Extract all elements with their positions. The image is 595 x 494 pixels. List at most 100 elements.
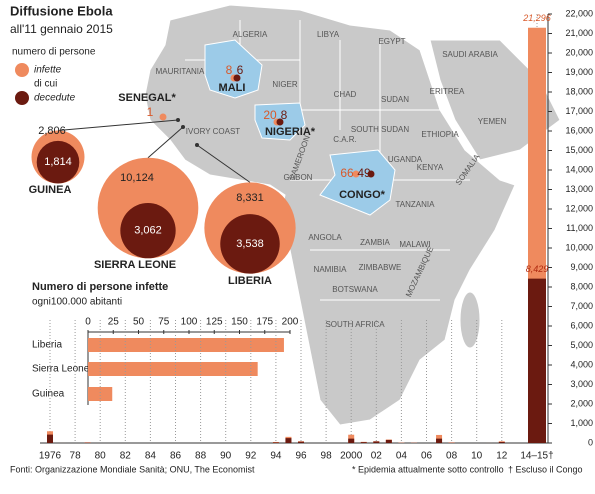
chart-title: Numero di persone infette — [32, 281, 168, 293]
x-tick-label: 150 — [231, 317, 248, 328]
legend-infected: infette — [34, 65, 62, 76]
country-label: SUDAN — [381, 95, 409, 104]
x-tick-label: 12 — [496, 451, 508, 462]
y-tick-label: 3,000 — [570, 379, 593, 389]
country-label: ZAMBIA — [360, 238, 390, 247]
bar — [448, 442, 455, 443]
title: Diffusione Ebola — [10, 3, 113, 18]
infected-dot — [352, 170, 360, 178]
deaths-label: 1,814 — [44, 156, 72, 168]
infected-label: 66 — [340, 166, 354, 180]
y-tick-label: 8,000 — [570, 281, 593, 291]
y-tick-label: 13,000 — [565, 184, 593, 194]
deaths-label: 3,062 — [134, 225, 162, 237]
deaths-label: 6 — [237, 63, 244, 77]
country-label: ETHIOPIA — [421, 130, 459, 139]
y-tick-label: 14,000 — [565, 164, 593, 174]
footnote: * Epidemia attualmente sotto controllo — [352, 464, 504, 474]
x-tick-label: 75 — [158, 317, 170, 328]
country-label: NIGER — [272, 80, 298, 89]
country-label: NAMIBIA — [314, 265, 348, 274]
country-label: EGYPT — [378, 37, 405, 46]
x-tick-label: 96 — [295, 451, 307, 462]
country-label: SOUTH SUDAN — [351, 125, 409, 134]
bar — [47, 434, 53, 443]
y-tick-label: 21,000 — [565, 28, 593, 38]
country-label: BOTSWANA — [332, 285, 378, 294]
x-tick-label: 100 — [181, 317, 198, 328]
x-tick-label: 78 — [70, 451, 82, 462]
y-tick-label: 16,000 — [565, 125, 593, 135]
x-tick-label: 04 — [396, 451, 408, 462]
source: Fonti: Organizzazione Mondiale Sanità; O… — [10, 464, 255, 474]
legend-deaths: decedute — [34, 93, 76, 104]
legend-deaths-swatch — [15, 91, 29, 105]
x-tick-label: 2000 — [340, 451, 363, 462]
country-label: MALAWI — [399, 240, 430, 249]
x-tick-label: 02 — [371, 451, 383, 462]
x-tick-label: 200 — [282, 317, 299, 328]
pointer-dot — [181, 125, 185, 129]
x-tick-label: 0 — [85, 317, 91, 328]
deaths-label: 8 — [281, 108, 288, 122]
deaths-bubble — [220, 214, 280, 274]
country-name: SIERRA LEONE — [94, 259, 176, 271]
y-tick-label: 17,000 — [565, 106, 593, 116]
deaths-dot — [233, 74, 241, 82]
chart-subtitle: ogni100.000 abitanti — [32, 297, 122, 308]
subtitle: all'11 gennaio 2015 — [10, 22, 113, 36]
country-label: SAUDI ARABIA — [442, 50, 498, 59]
x-tick-label: 86 — [170, 451, 182, 462]
country-label: CHAD — [334, 90, 357, 99]
country-label: YEMEN — [478, 117, 507, 126]
deaths-bubble — [36, 140, 80, 184]
y-tick-label: 2,000 — [570, 398, 593, 408]
y-tick-label: 9,000 — [570, 262, 593, 272]
x-tick-label: 90 — [220, 451, 232, 462]
deaths-dot — [276, 118, 284, 126]
infected-label: 2,806 — [38, 125, 66, 137]
x-tick-label: 10 — [471, 451, 483, 462]
y-tick-label: 19,000 — [565, 67, 593, 77]
country-label: ZIMBABWE — [359, 263, 402, 272]
map-land — [144, 4, 561, 426]
x-tick-label: 80 — [95, 451, 107, 462]
deaths-bubble — [120, 202, 176, 259]
country-label: IVORY COAST — [186, 127, 241, 136]
y-tick-label: 18,000 — [565, 86, 593, 96]
infected-dot — [159, 113, 167, 121]
y-tick-label: 5,000 — [570, 340, 593, 350]
x-tick-label: 84 — [145, 451, 157, 462]
x-tick-label: 92 — [245, 451, 257, 462]
bar — [373, 441, 380, 443]
x-tick-label: 94 — [270, 451, 282, 462]
country-label: LIBYA — [317, 30, 340, 39]
infected-label: 1 — [147, 105, 154, 119]
category-label: Liberia — [32, 340, 62, 351]
y-tick-label: 6,000 — [570, 320, 593, 330]
y-tick-label: 7,000 — [570, 301, 593, 311]
bar — [436, 438, 443, 443]
country-label: MAURITANIA — [156, 67, 205, 76]
legend-connector: di cui — [34, 79, 57, 90]
category-label: Sierra Leone — [32, 364, 90, 375]
country-name: CONGO* — [339, 189, 386, 201]
pointer-dot — [176, 118, 180, 122]
country-name: LIBERIA — [228, 275, 272, 287]
x-tick-label: 98 — [321, 451, 333, 462]
bar — [528, 278, 546, 443]
bar — [498, 441, 505, 443]
x-tick-label: 175 — [256, 317, 273, 328]
value-label: 21,296 — [522, 13, 551, 23]
leader-line — [196, 144, 251, 183]
x-tick-label: 82 — [120, 451, 132, 462]
y-tick-label: 0 — [588, 437, 593, 447]
x-tick-label: 125 — [206, 317, 223, 328]
x-tick-label: 06 — [421, 451, 433, 462]
deaths-dot — [367, 170, 375, 178]
country-label: ERITREA — [430, 87, 465, 96]
pointer-dot — [195, 143, 199, 147]
legend-infected-swatch — [15, 63, 29, 77]
x-tick-label: 50 — [133, 317, 145, 328]
